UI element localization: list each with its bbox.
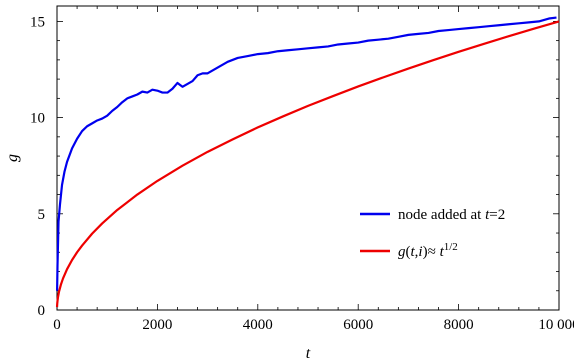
y-axis-ticks: 0 5 10 15 (30, 14, 559, 319)
x-axis-ticks: 0 2000 4000 6000 8000 10 000 (53, 6, 574, 333)
y-axis-label: g (4, 154, 21, 162)
y-tick-label: 15 (30, 14, 45, 30)
legend-text-part: t (411, 244, 416, 260)
x-tick-label: 2000 (142, 317, 172, 333)
legend: node added at t=2g(t,i)≈ t1/2 (360, 207, 505, 260)
x-tick-label: 8000 (444, 317, 474, 333)
legend-text-part: ( (406, 244, 411, 260)
legend-text-part: )≈ (423, 244, 440, 260)
plot-border (56, 5, 560, 311)
legend-text-part: t (440, 244, 445, 260)
legend-text-part: i (418, 244, 422, 260)
x-tick-label: 6000 (343, 317, 373, 333)
legend-text-part: 1/2 (444, 241, 458, 253)
legend-text-part: , (415, 244, 419, 260)
x-tick-label: 0 (53, 317, 61, 333)
x-axis-label: t (306, 345, 311, 362)
legend-text-part: node added at (398, 207, 485, 223)
x-tick-label: 4000 (243, 317, 273, 333)
y-tick-label: 0 (38, 303, 46, 319)
y-tick-label: 10 (30, 111, 45, 127)
legend-text-part: =2 (489, 207, 505, 223)
plot-frame (56, 5, 560, 311)
legend-entry: g(t,i)≈ t1/2 (398, 241, 458, 260)
legend-entry: node added at t=2 (398, 207, 505, 223)
legend-text-part: g (398, 244, 406, 260)
series-layer (55, 16, 560, 308)
x-tick-label: 10 000 (538, 317, 574, 333)
legend-text-part: t (485, 207, 490, 223)
series-line-sqrt-fit (55, 20, 560, 308)
y-tick-label: 5 (38, 207, 46, 223)
series-line-node-added (56, 16, 557, 291)
